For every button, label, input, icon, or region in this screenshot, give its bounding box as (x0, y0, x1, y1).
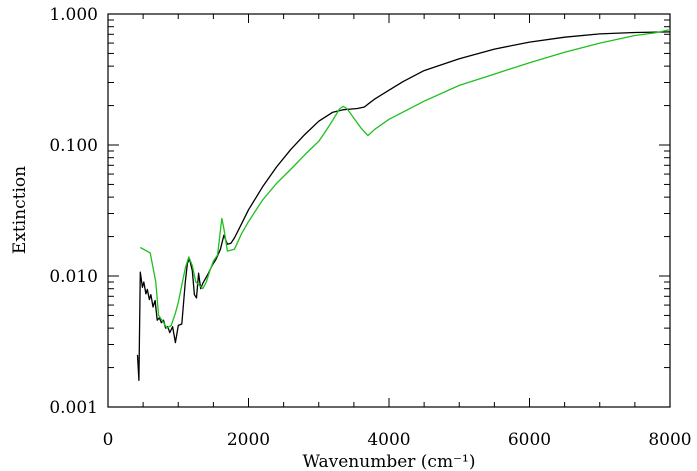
series-line-1 (136, 31, 671, 381)
y-tick-label: 0.001 (49, 398, 98, 418)
series-layer (136, 28, 671, 381)
y-tick-label: 1.000 (49, 5, 98, 25)
y-tick-label: 0.100 (49, 136, 98, 156)
x-tick-label: 0 (103, 430, 114, 450)
x-tick-label: 2000 (227, 430, 270, 450)
x-tick-label: 8000 (648, 430, 691, 450)
y-axis-label: Extinction (10, 166, 30, 254)
x-axis-ticks: 0 2000 4000 6000 8000 (103, 14, 692, 450)
x-tick-label: 4000 (367, 430, 410, 450)
x-axis-label: Wavenumber (cm⁻¹) (303, 452, 476, 471)
y-tick-label: 0.010 (49, 267, 98, 287)
plot-frame (107, 13, 671, 408)
y-axis-ticks: 0.001 0.010 0.100 1.000 (49, 5, 670, 418)
series-line-2 (139, 28, 671, 329)
x-tick-label: 6000 (508, 430, 551, 450)
